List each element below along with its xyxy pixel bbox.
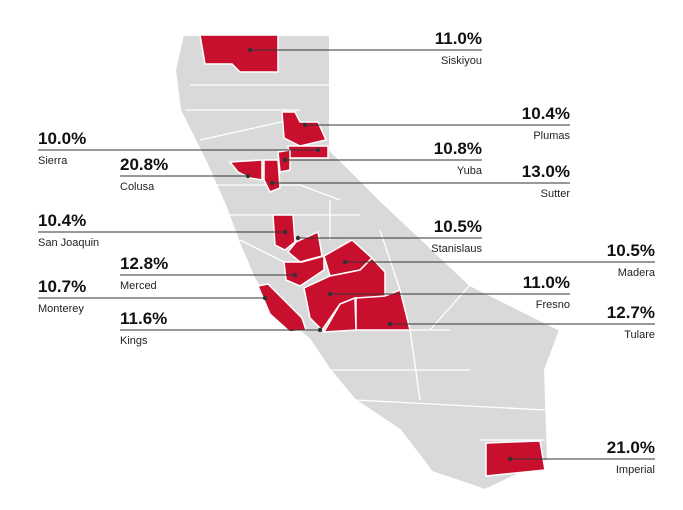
county-colusa — [228, 159, 263, 181]
value-label: 10.8% — [434, 139, 482, 158]
county-name: Kings — [120, 335, 148, 347]
leader-dot — [269, 180, 275, 186]
value-label: 20.8% — [120, 155, 168, 174]
value-label: 10.0% — [38, 129, 86, 148]
county-imperial — [485, 440, 546, 477]
county-name: Tulare — [624, 329, 655, 341]
county-name: Fresno — [536, 299, 570, 311]
leader-dot — [342, 259, 348, 265]
county-name: Imperial — [616, 464, 655, 476]
leader-dot — [302, 122, 308, 128]
county-sierra — [287, 145, 329, 159]
county-plumas — [281, 111, 328, 147]
value-label: 12.8% — [120, 254, 168, 273]
county-kings — [322, 296, 357, 333]
value-label: 10.5% — [607, 241, 655, 260]
leader-dot — [282, 157, 288, 163]
value-label: 21.0% — [607, 438, 655, 457]
value-label: 10.5% — [434, 217, 482, 236]
county-name: Siskiyou — [441, 55, 482, 67]
value-label: 11.6% — [120, 309, 167, 328]
callouts: 11.0% Siskiyou 10.4% Plumas 10.0% Sierra 10.8%… — [38, 29, 656, 476]
county-name: Merced — [120, 280, 157, 292]
county-name: Plumas — [533, 130, 570, 142]
county-name: San Joaquin — [38, 237, 99, 249]
leader-dot — [387, 321, 393, 327]
leader-dot — [317, 327, 323, 333]
leader-dot — [295, 235, 301, 241]
county-name: Madera — [618, 267, 656, 279]
county-name: Sierra — [38, 155, 68, 167]
value-label: 10.4% — [522, 104, 570, 123]
value-label: 11.0% — [523, 273, 570, 292]
leader-dot — [282, 229, 288, 235]
county-sutter — [263, 159, 281, 193]
leader-dot — [507, 456, 513, 462]
county-merced — [283, 255, 325, 287]
county-siskiyou — [199, 34, 279, 73]
leader-dot — [292, 272, 298, 278]
value-label: 10.7% — [38, 277, 86, 296]
value-label: 10.4% — [38, 211, 86, 230]
leader-dot — [327, 291, 333, 297]
county-name: Colusa — [120, 181, 155, 193]
value-label: 11.0% — [435, 29, 482, 48]
county-name: Yuba — [457, 165, 483, 177]
leader-dot — [262, 295, 268, 301]
value-label: 12.7% — [607, 303, 655, 322]
leader-dot — [315, 147, 321, 153]
value-label: 13.0% — [522, 162, 570, 181]
leader-dot — [247, 47, 253, 53]
leader-dot — [245, 173, 251, 179]
county-name: Stanislaus — [431, 243, 482, 255]
county-name: Monterey — [38, 303, 84, 315]
county-name: Sutter — [541, 188, 571, 200]
